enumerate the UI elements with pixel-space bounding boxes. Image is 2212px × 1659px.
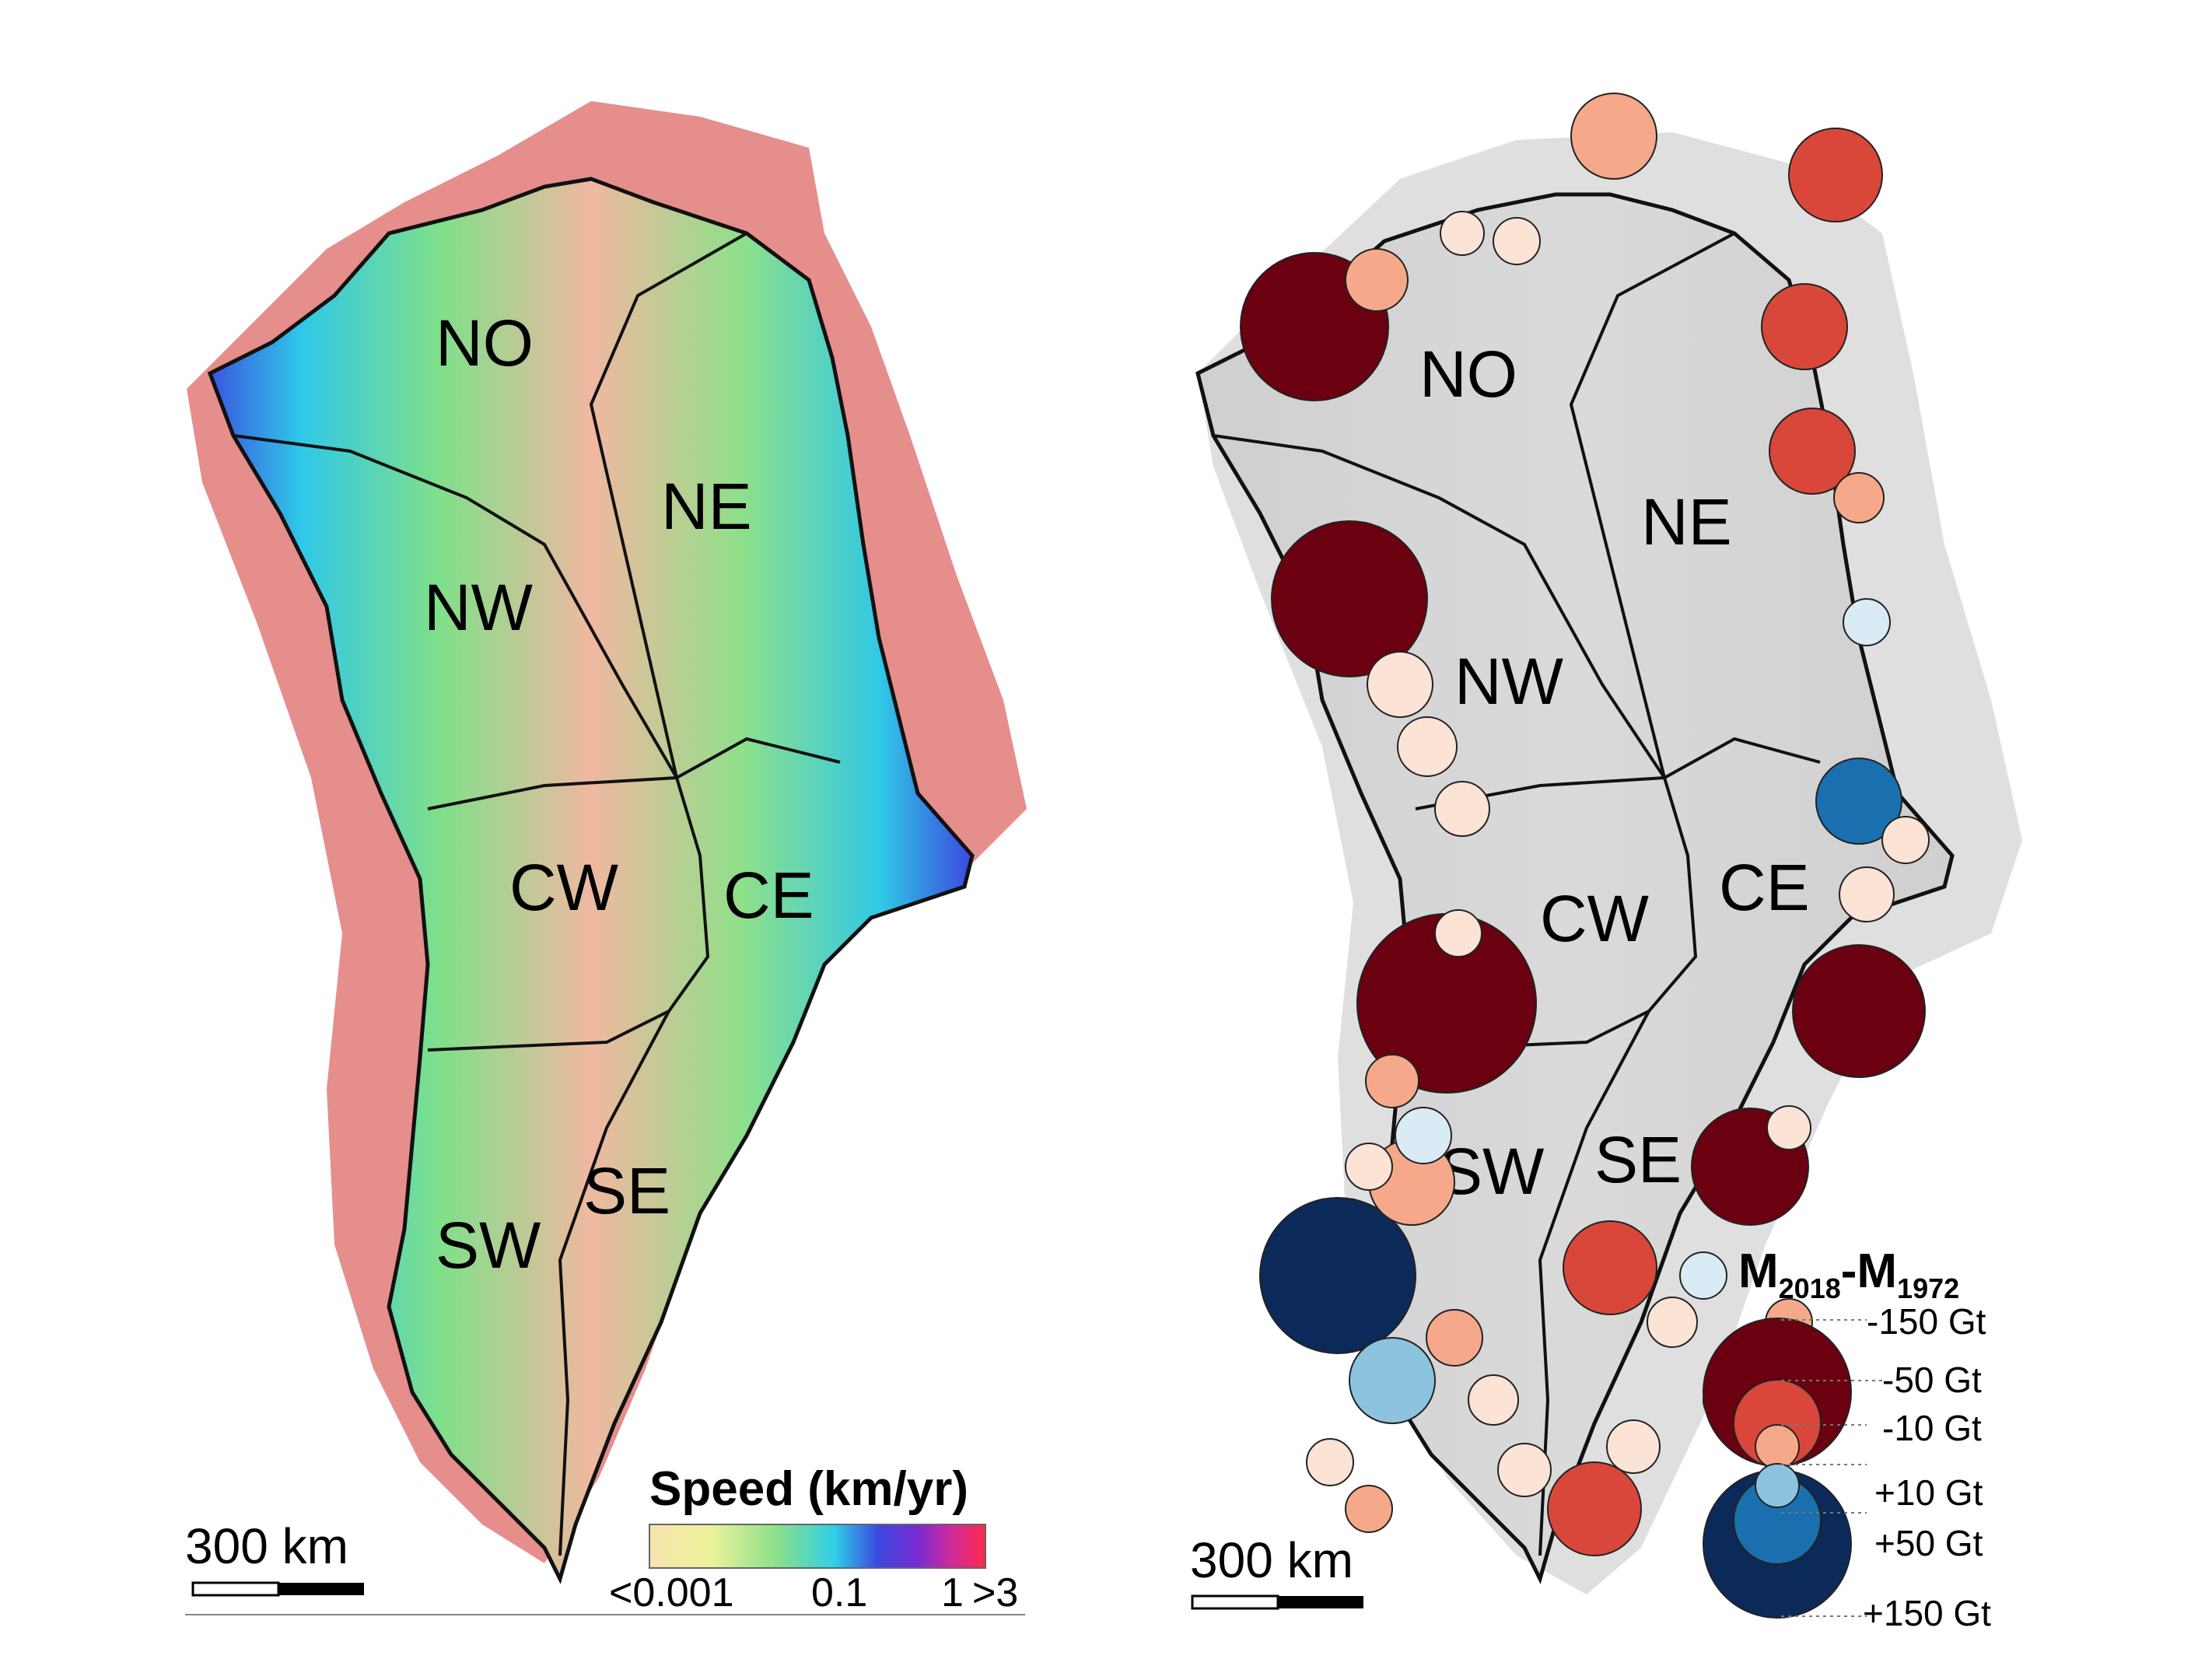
glacier-circle bbox=[1367, 651, 1433, 718]
glacier-circle bbox=[1833, 472, 1885, 523]
scale-bar-right: 300 km bbox=[1190, 1532, 1363, 1610]
region-label-no: NO bbox=[436, 306, 534, 380]
glacier-circle bbox=[1426, 1309, 1483, 1367]
glacier-circle bbox=[1349, 1337, 1436, 1424]
speed-tick-0-1: 0.1 bbox=[811, 1570, 867, 1615]
speed-tick-max: >3 bbox=[972, 1570, 1018, 1615]
speed-map: NO NE NW CW CE SW SE 300 km Speed (km/yr… bbox=[185, 101, 1027, 1615]
glacier-circle bbox=[1815, 758, 1902, 845]
region-label-cw-right: CW bbox=[1540, 882, 1649, 955]
region-label-se: SE bbox=[583, 1154, 670, 1227]
glacier-circle bbox=[1547, 1461, 1642, 1556]
speed-tick-1: 1 bbox=[941, 1570, 964, 1615]
glacier-circle bbox=[1843, 598, 1891, 646]
glacier-circle bbox=[1761, 283, 1848, 370]
mass-legend-title: M2018-M1972 bbox=[1738, 1244, 1959, 1304]
size-label-loss-150: -150 Gt bbox=[1867, 1301, 1986, 1342]
glacier-circle bbox=[1434, 909, 1482, 957]
speed-tick-min: <0.001 bbox=[609, 1570, 734, 1615]
scale-bar-left: 300 km bbox=[185, 1518, 1025, 1615]
glacier-circle bbox=[1434, 781, 1490, 837]
glacier-circle bbox=[1788, 128, 1883, 222]
glacier-mass-circles bbox=[1240, 93, 1930, 1556]
glacier-circle bbox=[1345, 1485, 1393, 1533]
drainage-divides bbox=[233, 232, 841, 1556]
glacier-circle bbox=[1606, 1419, 1661, 1474]
size-label-gain-10: +10 Gt bbox=[1874, 1472, 1983, 1513]
region-label-sw: SW bbox=[436, 1209, 541, 1282]
region-label-ne: NE bbox=[661, 470, 752, 543]
glacier-circle bbox=[1792, 944, 1926, 1078]
region-label-no-right: NO bbox=[1419, 338, 1517, 411]
glacier-circle bbox=[1647, 1297, 1698, 1348]
region-label-sw-right: SW bbox=[1439, 1135, 1544, 1208]
region-label-se-right: SE bbox=[1594, 1123, 1682, 1196]
glacier-circle bbox=[1395, 1107, 1452, 1164]
glacier-circle bbox=[1497, 1443, 1552, 1497]
region-label-nw: NW bbox=[424, 571, 533, 644]
size-label-loss-10: -10 Gt bbox=[1882, 1408, 1982, 1448]
glacier-circle bbox=[1271, 520, 1428, 677]
glacier-circle bbox=[1306, 1438, 1354, 1486]
speed-legend-title: Speed (km/yr) bbox=[649, 1462, 968, 1516]
glacier-circle bbox=[1769, 408, 1856, 495]
mass-change-legend: M2018-M1972 -150 Gt -50 bbox=[1703, 1244, 1991, 1633]
region-label-ne-right: NE bbox=[1641, 485, 1732, 558]
scale-label-right: 300 km bbox=[1190, 1532, 1353, 1588]
glacier-circle bbox=[1365, 1054, 1419, 1108]
glacier-circle bbox=[1440, 211, 1485, 256]
speed-colorbar bbox=[649, 1524, 986, 1569]
glacier-circle bbox=[1468, 1374, 1519, 1426]
drainage-divides-right bbox=[1213, 232, 1821, 1556]
glacier-circle bbox=[1345, 248, 1409, 312]
size-label-gain-150: +150 Gt bbox=[1863, 1593, 1991, 1633]
glacier-circle bbox=[1570, 93, 1657, 180]
mass-change-map: NO NE NW CW CE SW SE 300 km M2018-M1972 bbox=[1190, 93, 2022, 1633]
glacier-circle bbox=[1679, 1251, 1727, 1300]
scale-label-left: 300 km bbox=[185, 1518, 348, 1574]
glacier-circle bbox=[1839, 866, 1895, 922]
speed-legend: Speed (km/yr) <0.001 0.1 1 >3 bbox=[609, 1462, 1018, 1615]
size-label-loss-50: -50 Gt bbox=[1882, 1360, 1982, 1400]
glacier-circle bbox=[1397, 716, 1458, 777]
loss-size-circles bbox=[1703, 1318, 1852, 1469]
gain-size-circles bbox=[1703, 1463, 1852, 1619]
glacier-circle bbox=[1493, 217, 1541, 265]
region-label-cw: CW bbox=[509, 851, 618, 924]
glacier-circle bbox=[1345, 1143, 1393, 1191]
glacier-circle bbox=[1259, 1197, 1416, 1354]
ice-sheet bbox=[207, 177, 975, 1584]
glacier-circle bbox=[1881, 816, 1930, 864]
glacier-circle bbox=[1563, 1220, 1657, 1315]
size-label-gain-50: +50 Gt bbox=[1874, 1523, 1983, 1563]
glacier-circle bbox=[1766, 1105, 1811, 1150]
region-label-nw-right: NW bbox=[1454, 645, 1563, 718]
region-label-ce-right: CE bbox=[1719, 851, 1810, 924]
region-label-ce: CE bbox=[723, 859, 814, 932]
